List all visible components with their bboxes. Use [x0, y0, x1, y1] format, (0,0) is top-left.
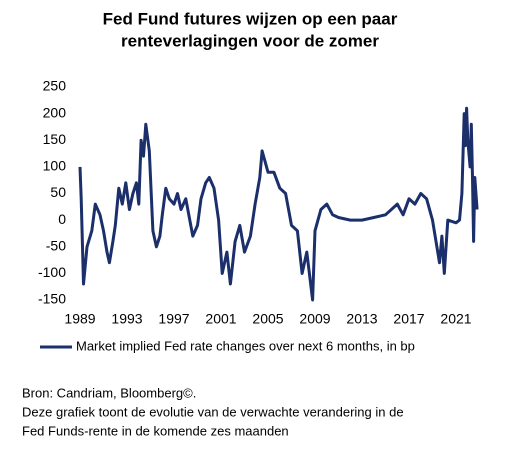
- x-tick-label: 2005: [252, 311, 283, 327]
- y-tick-label: 200: [43, 104, 67, 120]
- y-tick-label: -50: [46, 237, 66, 253]
- x-tick-label: 1989: [64, 311, 95, 327]
- y-tick-label: -150: [38, 291, 66, 307]
- chart-title: Fed Fund futures wijzen op een paar: [103, 9, 398, 28]
- x-tick-label: 2017: [393, 311, 424, 327]
- note: Fed Funds-rente in de komende zes maande…: [22, 423, 289, 438]
- legend-label: Market implied Fed rate changes over nex…: [76, 338, 415, 353]
- y-tick-label: -100: [38, 264, 66, 280]
- x-tick-label: 2001: [205, 311, 236, 327]
- x-tick-label: 2021: [440, 311, 471, 327]
- x-tick-label: 2013: [346, 311, 377, 327]
- y-tick-label: 0: [58, 211, 66, 227]
- y-tick-label: 100: [43, 158, 67, 174]
- y-tick-label: 50: [50, 184, 66, 200]
- chart-title: renteverlagingen voor de zomer: [121, 31, 379, 50]
- x-tick-label: 2009: [299, 311, 330, 327]
- x-tick-label: 1997: [158, 311, 189, 327]
- y-tick-label: 250: [43, 78, 67, 94]
- x-tick-label: 1993: [111, 311, 142, 327]
- note: Deze grafiek toont de evolutie van de ve…: [22, 404, 404, 419]
- line: [78, 106, 479, 302]
- y-tick-label: 150: [43, 131, 67, 147]
- source: Bron: Candriam, Bloomberg©.: [22, 385, 196, 400]
